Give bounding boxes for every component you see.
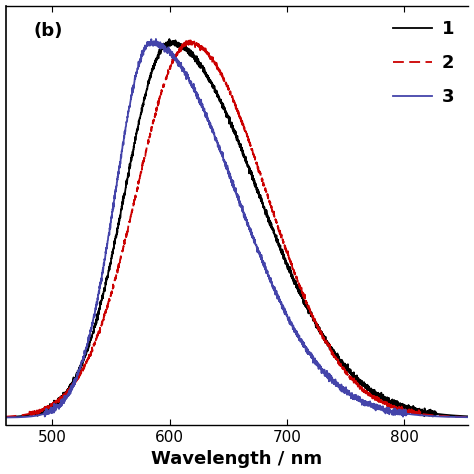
3 bbox=[3, 415, 9, 420]
2 bbox=[463, 414, 468, 420]
3 bbox=[203, 111, 209, 117]
1 bbox=[472, 414, 474, 419]
1 bbox=[84, 347, 90, 353]
2 bbox=[56, 397, 62, 403]
Text: (b): (b) bbox=[33, 22, 63, 40]
3 bbox=[84, 345, 90, 350]
1 bbox=[182, 46, 188, 52]
1 bbox=[412, 408, 418, 413]
X-axis label: Wavelength / nm: Wavelength / nm bbox=[151, 450, 323, 468]
1 bbox=[3, 414, 9, 420]
2 bbox=[203, 49, 209, 55]
3 bbox=[412, 412, 418, 418]
2 bbox=[412, 409, 418, 415]
2 bbox=[472, 414, 474, 420]
2 bbox=[188, 37, 193, 43]
1 bbox=[203, 73, 209, 78]
3 bbox=[463, 414, 468, 420]
1 bbox=[463, 413, 468, 419]
Line: 3: 3 bbox=[6, 39, 474, 418]
3 bbox=[472, 414, 474, 420]
2 bbox=[84, 358, 90, 364]
3 bbox=[56, 406, 62, 412]
3 bbox=[153, 36, 159, 42]
Line: 1: 1 bbox=[6, 39, 474, 417]
3 bbox=[182, 70, 188, 75]
Line: 2: 2 bbox=[6, 40, 474, 417]
Legend: 1, 2, 3: 1, 2, 3 bbox=[387, 15, 459, 112]
1 bbox=[56, 398, 62, 404]
2 bbox=[182, 41, 188, 46]
1 bbox=[166, 36, 172, 42]
2 bbox=[3, 414, 9, 419]
